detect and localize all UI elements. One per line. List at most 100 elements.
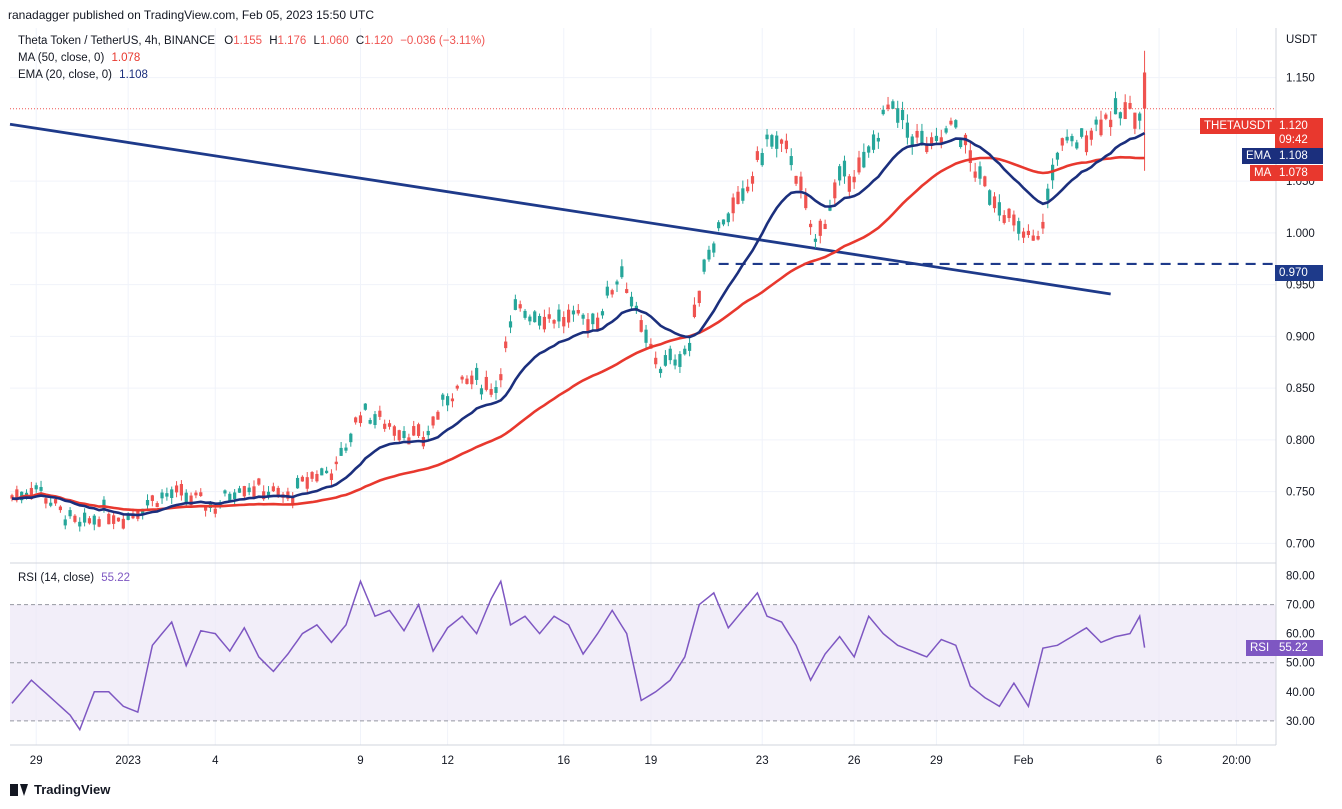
ema-tag-value: 1.108 [1275, 148, 1323, 164]
rsi-tick-5: 30.00 [1286, 716, 1315, 728]
candle-body-136 [668, 348, 672, 361]
candle-body-92 [455, 385, 459, 389]
time-tick-1: 2023 [115, 755, 141, 767]
candle-body-233 [1138, 113, 1142, 121]
candle-body-36 [184, 492, 188, 504]
candle-body-171 [838, 166, 842, 181]
ema-legend-value: 1.108 [119, 69, 148, 81]
time-tick-12: 20:00 [1222, 755, 1251, 767]
candle-body-93 [460, 376, 464, 380]
candle-body-67 [334, 461, 338, 465]
candle-body-141 [692, 304, 697, 318]
price-tick-8: 0.750 [1286, 487, 1315, 499]
ema-tag-label: EMA [1242, 148, 1278, 164]
candle-body-30 [155, 503, 159, 508]
candle-body-117 [576, 309, 580, 314]
candle-body-81 [402, 430, 406, 439]
rsi-legend[interactable]: RSI (14, close) 55.22 [18, 572, 130, 584]
rsi-tick-3: 50.00 [1286, 658, 1315, 670]
ma-legend[interactable]: MA (50, close, 0) 1.078 [18, 52, 140, 64]
candle-body-76 [378, 410, 382, 417]
candle-body-202 [988, 190, 992, 205]
candle-body-226 [1104, 114, 1108, 119]
candle-body-106 [523, 310, 527, 318]
candle-body-100 [494, 387, 498, 393]
candle-body-167 [818, 220, 822, 236]
candle-body-42 [213, 508, 217, 514]
candle-body-183 [896, 108, 900, 123]
candle-body-180 [881, 109, 885, 115]
candle-body-232 [1133, 112, 1137, 129]
candle-body-164 [804, 194, 808, 209]
candle-body-176 [862, 151, 866, 168]
tradingview-logo-icon [10, 783, 28, 796]
high-value: 1.176 [277, 35, 307, 47]
time-tick-5: 16 [557, 755, 570, 767]
candle-body-53 [266, 491, 271, 496]
candle-body-213 [1041, 221, 1045, 229]
candle-body-12 [68, 510, 72, 517]
publisher-line: ranadagger published on TradingView.com,… [8, 8, 375, 22]
candle-body-68 [339, 447, 343, 456]
candle-body-144 [707, 249, 711, 260]
candle-body-38 [194, 492, 198, 496]
candle-body-209 [1021, 231, 1026, 238]
candle-body-73 [363, 403, 367, 410]
candle-body-78 [387, 423, 392, 427]
candle-body-110 [542, 316, 546, 330]
candle-body-198 [968, 150, 972, 163]
candle-body-143 [702, 259, 706, 272]
candle-body-131 [644, 329, 648, 343]
candle-body-188 [920, 130, 924, 145]
candle-body-178 [871, 134, 876, 150]
candle-body-65 [325, 470, 329, 474]
time-tick-8: 26 [848, 755, 861, 767]
candle-body-79 [392, 426, 396, 436]
candle-body-169 [828, 207, 832, 211]
ma-tag-value: 1.078 [1275, 165, 1323, 181]
rsi-legend-label: RSI (14, close) [18, 572, 95, 584]
candle-body-105 [518, 304, 522, 309]
candle-body-89 [441, 394, 445, 400]
symbol-name[interactable]: Theta Token / TetherUS, 4h, BINANCE [18, 35, 216, 47]
candle-body-163 [799, 176, 803, 191]
candle-body-225 [1099, 119, 1103, 136]
candle-body-103 [508, 321, 513, 328]
candle-body-140 [688, 342, 692, 351]
candle-body-74 [368, 420, 372, 424]
candle-body-219 [1070, 136, 1074, 142]
candle-body-83 [412, 426, 416, 436]
candle-body-111 [547, 314, 551, 319]
candle-body-186 [910, 136, 914, 147]
candle-body-18 [97, 519, 101, 527]
candle-body-122 [600, 311, 605, 316]
candle-body-39 [199, 492, 203, 496]
candle-body-75 [373, 414, 377, 425]
candle-body-51 [257, 478, 261, 485]
candle-body-72 [358, 415, 363, 424]
footer-brand-text: TradingView [34, 782, 111, 797]
ema-legend-label: EMA (20, close, 0) [18, 69, 112, 81]
candle-body-124 [610, 290, 614, 295]
close-value: 1.120 [364, 35, 394, 47]
rsi-tag-value: 55.22 [1275, 640, 1323, 656]
candle-body-14 [78, 521, 82, 527]
low-value: 1.060 [319, 35, 349, 47]
candle-body-150 [736, 191, 740, 204]
candle-body-88 [436, 411, 440, 420]
candle-body-205 [1002, 215, 1006, 223]
candle-body-112 [552, 320, 556, 324]
candle-body-234 [1142, 72, 1147, 109]
footer-brand[interactable]: TradingView [10, 782, 110, 797]
candle-body-227 [1109, 119, 1113, 128]
candle-body-50 [252, 486, 256, 497]
candle-body-168 [823, 223, 827, 230]
symbol-legend: Theta Token / TetherUS, 4h, BINANCE O1.1… [18, 35, 485, 47]
ema-legend[interactable]: EMA (20, close, 0) 1.108 [18, 69, 148, 81]
candle-body-5 [34, 485, 38, 490]
price-tag-value: 1.120 [1279, 120, 1308, 132]
candle-body-230 [1123, 102, 1127, 120]
ma-legend-value: 1.078 [111, 52, 141, 64]
rsi-tick-0: 80.00 [1286, 571, 1315, 583]
